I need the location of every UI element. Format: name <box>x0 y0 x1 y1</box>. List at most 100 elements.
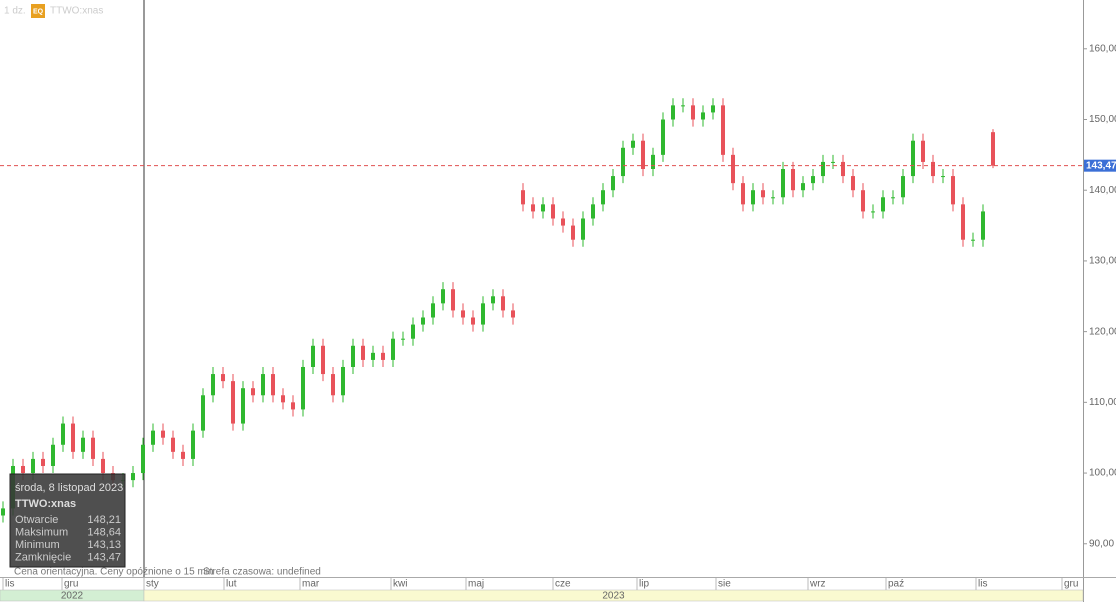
interval: 1 dz. <box>4 6 26 17</box>
candle-body <box>661 119 665 155</box>
candle-body <box>411 324 415 339</box>
candle-body <box>801 183 805 191</box>
candle-body <box>421 317 425 325</box>
x-tick-label: mar <box>302 579 320 590</box>
timezone: Strefa czasowa: undefined <box>203 567 321 578</box>
x-tick-label: lis <box>5 579 14 590</box>
candle-body <box>301 366 305 410</box>
candle-body <box>511 310 515 318</box>
candle-body <box>451 289 455 311</box>
tooltip-label: Otwarcie <box>15 514 58 526</box>
candle-body <box>771 197 775 199</box>
badge: EQ <box>33 8 44 15</box>
candle-body <box>271 374 275 396</box>
candle-body <box>831 161 835 163</box>
candle-body <box>281 395 285 403</box>
candle-body <box>21 465 25 474</box>
candle-body <box>471 317 475 325</box>
candle-body <box>811 176 815 184</box>
candle-body <box>541 204 545 212</box>
candle-body <box>731 154 735 184</box>
candle-body <box>951 176 955 205</box>
tooltip-bg <box>9 473 126 568</box>
candle-body <box>191 430 195 459</box>
candle-body <box>1 508 5 516</box>
candle-body <box>751 190 755 205</box>
candle-body <box>521 190 525 205</box>
x-tick-label: sie <box>718 579 731 590</box>
candle-body <box>371 352 375 360</box>
candle-body <box>881 197 885 212</box>
candle-body <box>361 345 365 360</box>
candle-body <box>331 374 335 396</box>
candle-body <box>571 225 575 240</box>
candle-body <box>941 176 945 178</box>
candle-body <box>671 105 675 120</box>
candle-body <box>391 338 395 360</box>
candle-body <box>781 168 785 198</box>
tooltip-value: 143,13 <box>87 539 121 551</box>
candle-body <box>401 338 405 340</box>
candle-body <box>631 140 635 148</box>
tooltip-label: Maksimum <box>15 526 68 538</box>
x-tick-label: paź <box>888 579 904 590</box>
candle-body <box>591 204 595 219</box>
price-label: 143,47 <box>1086 160 1116 171</box>
candle-body <box>621 147 625 177</box>
candle-body <box>961 204 965 240</box>
x-tick-label: cze <box>555 579 571 590</box>
y-tick-label: 110,00 <box>1089 397 1116 408</box>
candle-body <box>211 374 215 396</box>
tooltip-value: 148,21 <box>87 514 121 526</box>
tooltip-value: 148,64 <box>87 526 121 538</box>
x-tick-label: wrz <box>809 579 826 590</box>
candle-body <box>601 190 605 205</box>
y-tick-label: 160,00 <box>1089 43 1116 54</box>
x-tick-label: gru <box>1064 579 1078 590</box>
y-tick-label: 140,00 <box>1089 185 1116 196</box>
candle-body <box>431 303 435 318</box>
candle-body <box>561 218 565 226</box>
candle-body <box>531 204 535 212</box>
y-tick-label: 90,00 <box>1089 538 1114 549</box>
candle-body <box>931 161 935 177</box>
x-tick-label: sty <box>146 579 159 590</box>
candle-body <box>991 132 995 166</box>
candle-body <box>911 140 915 177</box>
y-tick-label: 100,00 <box>1089 468 1116 479</box>
candle-body <box>71 423 75 452</box>
candle-body <box>101 458 105 474</box>
year-band <box>143 589 1084 602</box>
x-tick-label: maj <box>468 579 484 590</box>
candle-body <box>861 190 865 212</box>
candle-body <box>721 105 725 155</box>
x-tick-label: lip <box>639 579 649 590</box>
candle-body <box>231 381 235 424</box>
candle-body <box>201 395 205 431</box>
candle-body <box>581 218 585 240</box>
candle-body <box>841 161 845 177</box>
candle-body <box>341 366 345 396</box>
price-label-bg <box>1084 159 1116 172</box>
x-tick-label: gru <box>64 579 78 590</box>
candle-body <box>501 296 505 311</box>
candle-body <box>141 444 145 474</box>
candle-body <box>851 176 855 191</box>
badge-bg <box>31 4 45 18</box>
y-tick-label: 150,00 <box>1089 114 1116 125</box>
candle-body <box>81 437 85 452</box>
candle-body <box>761 190 765 198</box>
y-tick-label: 120,00 <box>1089 326 1116 337</box>
candle-body <box>711 105 715 113</box>
year-label: 2023 <box>602 591 625 602</box>
candle-body <box>701 112 705 120</box>
x-tick-label: lis <box>978 579 987 590</box>
x-tick-label: kwi <box>393 579 407 590</box>
candle-body <box>551 204 555 219</box>
candle-body <box>351 345 355 367</box>
candle-body <box>321 345 325 375</box>
x-tick-label: lut <box>226 579 237 590</box>
candle-body <box>441 289 445 304</box>
candle-body <box>131 473 135 481</box>
